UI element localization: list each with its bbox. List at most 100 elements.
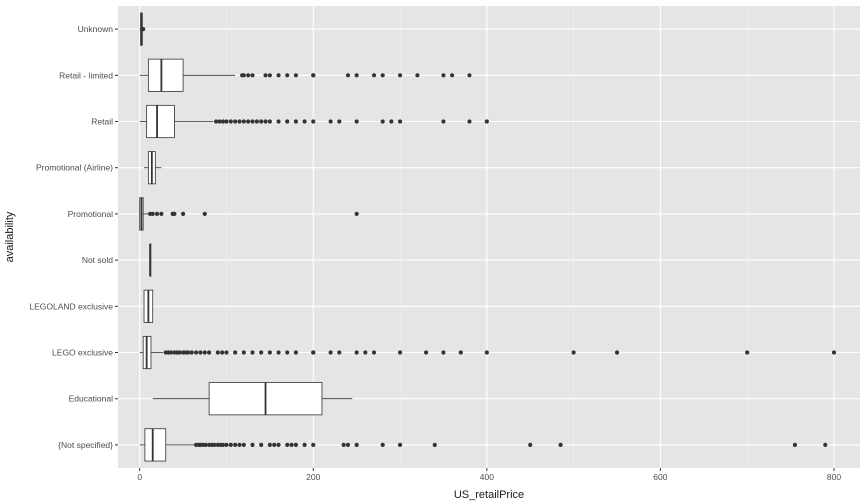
- outlier-point: [259, 350, 264, 355]
- box-iqr: [146, 104, 175, 139]
- outlier-point: [311, 119, 316, 124]
- x-tick-label: 200: [306, 472, 320, 482]
- outlier-point: [289, 442, 294, 447]
- grid-lines: [118, 6, 860, 468]
- outlier-point: [220, 442, 226, 447]
- outlier-point: [141, 27, 146, 32]
- outlier-point: [224, 350, 229, 355]
- outlier-point: [354, 350, 359, 355]
- outlier-point: [276, 442, 281, 447]
- outlier-point: [302, 442, 307, 447]
- outlier-point: [345, 73, 351, 78]
- outlier-point: [423, 350, 429, 355]
- outlier-point: [354, 73, 359, 78]
- outlier-point: [285, 442, 290, 447]
- y-tick-label: Educational: [69, 394, 114, 404]
- box-legoland-exclusive: [143, 289, 154, 323]
- outlier-point: [415, 73, 420, 78]
- outlier-point: [159, 211, 164, 216]
- outlier-point: [311, 350, 316, 355]
- y-axis-title: availability: [4, 211, 16, 262]
- outlier-point: [371, 73, 377, 78]
- outlier-point: [194, 350, 199, 355]
- outlier-point: [285, 350, 290, 355]
- x-axis: 0 200 400 600 800: [137, 468, 841, 482]
- outlier-point: [380, 442, 385, 447]
- outlier-point: [215, 350, 220, 355]
- outlier-point: [293, 119, 299, 124]
- box-retail: [139, 104, 489, 139]
- outlier-point: [233, 350, 238, 355]
- outlier-point: [237, 442, 242, 447]
- boxes-layer: [139, 12, 837, 462]
- outlier-point: [237, 119, 242, 124]
- outlier-point: [441, 73, 446, 78]
- outlier-point: [241, 442, 246, 447]
- outlier-point: [285, 73, 290, 78]
- outlier-point: [217, 119, 222, 124]
- outlier-point: [276, 350, 281, 355]
- outlier-point: [823, 442, 828, 447]
- outlier-point: [571, 350, 576, 355]
- outlier-point: [150, 211, 155, 216]
- outlier-point: [228, 119, 233, 124]
- outlier-point: [207, 350, 212, 355]
- outlier-point: [267, 73, 272, 78]
- outlier-point: [354, 211, 359, 216]
- outlier-point: [212, 442, 217, 447]
- outlier-point: [180, 211, 186, 216]
- outlier-point: [380, 73, 385, 78]
- y-tick-label: Retail: [91, 117, 113, 127]
- outlier-point: [558, 442, 563, 447]
- x-tick-label: 0: [137, 472, 142, 482]
- x-tick-label: 800: [827, 472, 841, 482]
- y-tick-label: LEGOLAND exclusive: [29, 301, 113, 311]
- outlier-point: [172, 211, 177, 216]
- outlier-point: [263, 119, 268, 124]
- box-promotional-airline: [144, 151, 162, 185]
- box-lego-exclusive: [139, 335, 837, 370]
- outlier-point: [745, 350, 750, 355]
- box-unknown: [139, 12, 146, 46]
- outlier-point: [263, 73, 268, 78]
- outlier-point: [276, 73, 281, 78]
- outlier-point: [241, 119, 246, 124]
- outlier-point: [186, 350, 191, 355]
- outlier-point: [397, 442, 403, 447]
- outlier-point: [380, 119, 385, 124]
- outlier-point: [198, 350, 203, 355]
- outlier-point: [276, 119, 281, 124]
- outlier-point: [202, 350, 207, 355]
- y-tick-label: {Not specified}: [58, 440, 113, 450]
- box-iqr: [147, 58, 184, 92]
- outlier-point: [293, 350, 299, 355]
- outlier-point: [397, 119, 403, 124]
- outlier-point: [267, 119, 272, 124]
- box-not-specified: [139, 428, 828, 462]
- outlier-point: [246, 119, 251, 124]
- outlier-point: [337, 119, 342, 124]
- outlier-point: [220, 119, 226, 124]
- outlier-point: [328, 350, 333, 355]
- outlier-point: [337, 350, 342, 355]
- y-tick-label: Not sold: [82, 255, 113, 265]
- box-retail-limited: [139, 58, 472, 92]
- x-tick-label: 600: [653, 472, 667, 482]
- y-tick-label: Retail - limited: [59, 70, 113, 80]
- y-tick-label: LEGO exclusive: [52, 348, 113, 358]
- outlier-point: [311, 73, 316, 78]
- outlier-point: [528, 442, 533, 447]
- outlier-point: [233, 442, 238, 447]
- outlier-point: [831, 350, 837, 355]
- outlier-point: [250, 442, 255, 447]
- outlier-point: [224, 119, 229, 124]
- outlier-point: [259, 442, 264, 447]
- outlier-point: [246, 73, 251, 78]
- outlier-point: [250, 350, 255, 355]
- box-iqr: [144, 428, 167, 462]
- outlier-point: [345, 442, 351, 447]
- outlier-point: [202, 211, 207, 216]
- outlier-point: [259, 119, 264, 124]
- outlier-point: [213, 119, 219, 124]
- y-tick-label: Promotional: [68, 209, 113, 219]
